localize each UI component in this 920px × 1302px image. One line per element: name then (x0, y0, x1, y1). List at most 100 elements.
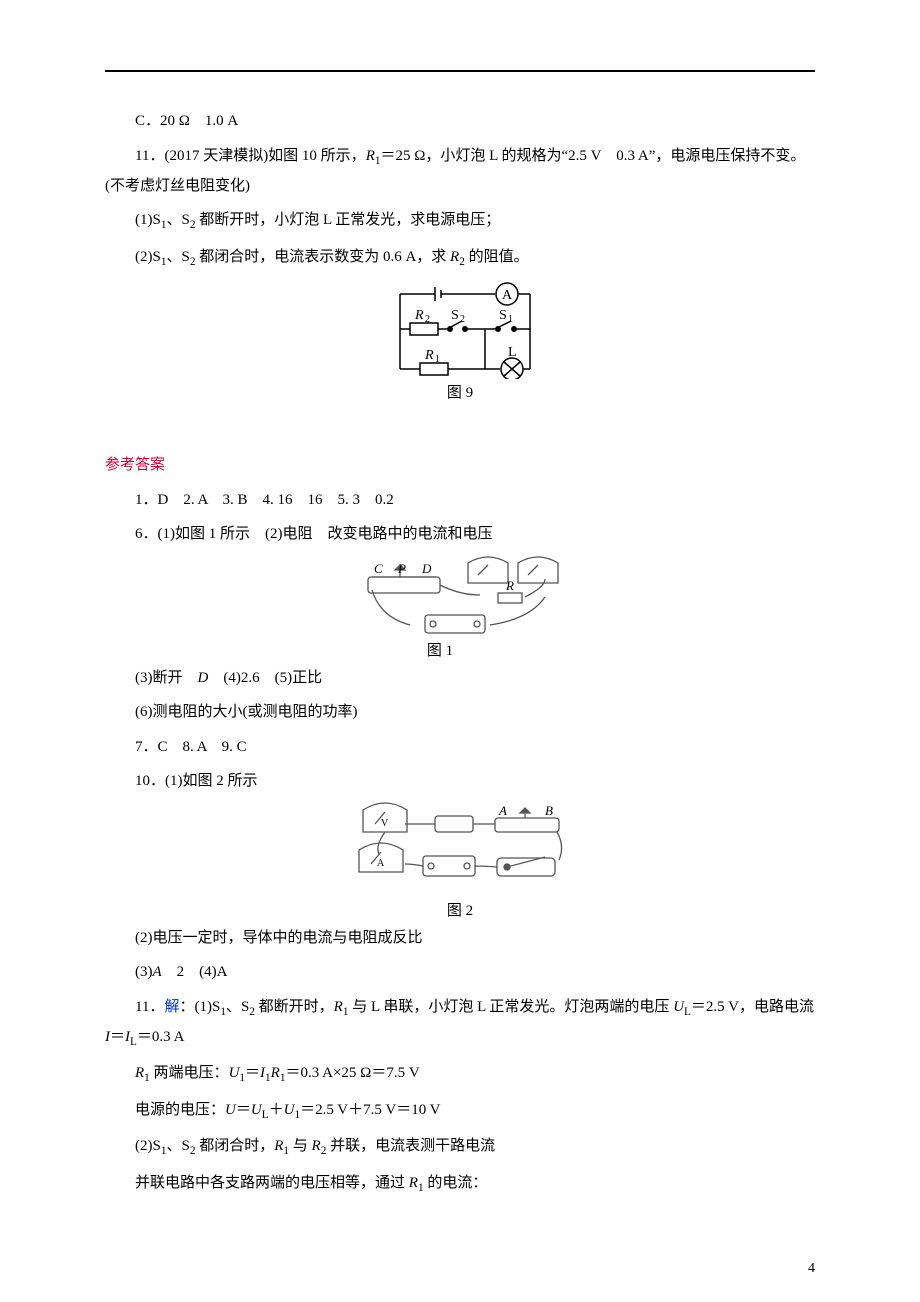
var-r: R (271, 1065, 280, 1081)
var-u: U (284, 1102, 295, 1118)
a11ub: ＝ (236, 1102, 251, 1118)
svg-text:A: A (502, 288, 513, 303)
svg-text:R: R (505, 578, 514, 593)
var-r: R (450, 249, 459, 265)
question-11: 11．(2017 天津模拟)如图 10 所示，R1＝25 Ω，小灯泡 L 的规格… (105, 142, 815, 201)
a11ua: 电源的电压： (135, 1102, 225, 1118)
sub: L (684, 1006, 691, 1018)
answers-7-9: 7．C 8. A 9. C (105, 733, 815, 762)
a112d: 与 (289, 1138, 312, 1154)
top-rule (105, 70, 815, 72)
var-d: D (198, 670, 209, 686)
a11f: 与 L 串联，小灯泡 L 正常发光。灯泡两端的电压 (348, 999, 673, 1015)
figure-9: A R2 S2 S1 R1 L 图 9 (105, 279, 815, 402)
answer-10-part2: (2)电压一定时，导体中的电流与电阻成反比 (105, 924, 815, 953)
var-u: U (229, 1065, 240, 1081)
a11l2: 的电流： (424, 1175, 488, 1191)
answer-11-part2: (2)S1、S2 都闭合时，R1 与 R2 并联，电流表测干路电流 (105, 1132, 815, 1162)
q11-1a: (1)S (135, 212, 161, 228)
answer-11-u: 电源的电压：U＝UL＋U1＝2.5 V＋7.5 V＝10 V (105, 1096, 815, 1126)
var-u: U (251, 1102, 262, 1118)
a11g: ＝2.5 V，电路电流 (691, 999, 814, 1015)
a112c: 都闭合时， (195, 1138, 274, 1154)
svg-text:R: R (424, 348, 434, 363)
var-r: R (312, 1138, 321, 1154)
a112e: 并联，电流表测干路电流 (326, 1138, 495, 1154)
var-r: R (135, 1065, 144, 1081)
a11r1c: ＝0.3 A×25 Ω＝7.5 V (285, 1065, 419, 1081)
a11a: 11． (135, 999, 164, 1015)
svg-text:S: S (499, 308, 507, 323)
answers-header-text: 参考答案 (105, 457, 165, 473)
figure-1: C P D R 图 1 (105, 555, 815, 660)
var-r: R (366, 148, 375, 164)
svg-text:1: 1 (435, 354, 440, 365)
a11l1: 并联电路中各支路两端的电压相等，通过 (135, 1175, 409, 1191)
figure-2-svg: A B V A (345, 802, 575, 897)
answer-10-part3: (3)A 2 (4)A (105, 958, 815, 987)
svg-text:L: L (508, 345, 517, 360)
answer-11-line1: 11．解：(1)S1、S2 都断开时，R1 与 L 串联，小灯泡 L 正常发光。… (105, 993, 815, 1054)
answers-1-5: 1．D 2. A 3. B 4. 16 16 5. 3 0.2 (105, 486, 815, 515)
q11-intro: 11．(2017 天津模拟)如图 10 所示， (135, 148, 366, 164)
var-r: R (274, 1138, 283, 1154)
ans-10-3a: (3) (135, 964, 153, 980)
q11-1b: 、S (166, 212, 189, 228)
svg-text:A: A (498, 803, 507, 818)
svg-text:2: 2 (460, 314, 465, 325)
q11-2a: (2)S (135, 249, 161, 265)
var-u: U (673, 999, 684, 1015)
a11e: 都断开时， (255, 999, 334, 1015)
a11b: 解 (164, 999, 179, 1015)
sub: L (130, 1036, 137, 1048)
answer-6-part6: (6)测电阻的大小(或测电阻的功率) (105, 698, 815, 727)
svg-text:C: C (374, 561, 383, 576)
q11-2d: 的阻值。 (465, 249, 529, 265)
a11r1b: ＝ (245, 1065, 260, 1081)
ans-6-3a: (3)断开 (135, 670, 198, 686)
ans-6-3b: (4)2.6 (5)正比 (208, 670, 322, 686)
question-11-part1: (1)S1、S2 都断开时，小灯泡 L 正常发光，求电源电压； (105, 206, 815, 236)
spacer (105, 406, 815, 451)
a11ud: ＝2.5 V＋7.5 V＝10 V (300, 1102, 440, 1118)
svg-text:1: 1 (508, 314, 513, 325)
a112b: 、S (166, 1138, 189, 1154)
figure-2-label: 图 2 (105, 899, 815, 920)
a11i: ＝0.3 A (137, 1029, 185, 1045)
a11h: ＝ (110, 1029, 125, 1045)
page: C．20 Ω 1.0 A 11．(2017 天津模拟)如图 10 所示，R1＝2… (0, 0, 920, 1302)
svg-text:A: A (377, 858, 385, 869)
a112a: (2)S (135, 1138, 161, 1154)
svg-text:V: V (381, 818, 389, 829)
var-r: R (409, 1175, 418, 1191)
figure-1-label: 图 1 (427, 639, 453, 660)
a11uc: ＋ (269, 1102, 284, 1118)
answer-10: 10．(1)如图 2 所示 (105, 767, 815, 796)
answer-11-last: 并联电路中各支路两端的电压相等，通过 R1 的电流： (105, 1169, 815, 1199)
q11-2b: 、S (166, 249, 189, 265)
svg-text:P: P (397, 561, 406, 576)
figure-9-label: 图 9 (105, 381, 815, 402)
svg-text:2: 2 (425, 314, 430, 325)
svg-text:D: D (421, 561, 432, 576)
var-u: U (225, 1102, 236, 1118)
figure-1-svg: C P D R (350, 555, 570, 637)
var-a: A (153, 964, 162, 980)
a11c: ：(1)S (179, 999, 220, 1015)
ans-10-3b: 2 (4)A (162, 964, 228, 980)
answer-11-r1: R1 两端电压：U1＝I1R1＝0.3 A×25 Ω＝7.5 V (105, 1059, 815, 1089)
option-c: C．20 Ω 1.0 A (105, 107, 815, 136)
page-number: 4 (808, 1261, 815, 1277)
svg-text:S: S (451, 308, 459, 323)
q11-1c: 都断开时，小灯泡 L 正常发光，求电源电压； (195, 212, 500, 228)
sub: L (262, 1109, 269, 1121)
circuit-diagram: A R2 S2 S1 R1 L (365, 279, 555, 379)
q11-2c: 都闭合时，电流表示数变为 0.6 A，求 (195, 249, 450, 265)
svg-text:R: R (414, 308, 424, 323)
answers-header: 参考答案 (105, 451, 815, 480)
figure-2: A B V A 图 2 (105, 802, 815, 920)
svg-text:B: B (545, 803, 553, 818)
question-11-part2: (2)S1、S2 都闭合时，电流表示数变为 0.6 A，求 R2 的阻值。 (105, 243, 815, 273)
a11d: 、S (226, 999, 249, 1015)
a11r1a: 两端电压： (150, 1065, 229, 1081)
